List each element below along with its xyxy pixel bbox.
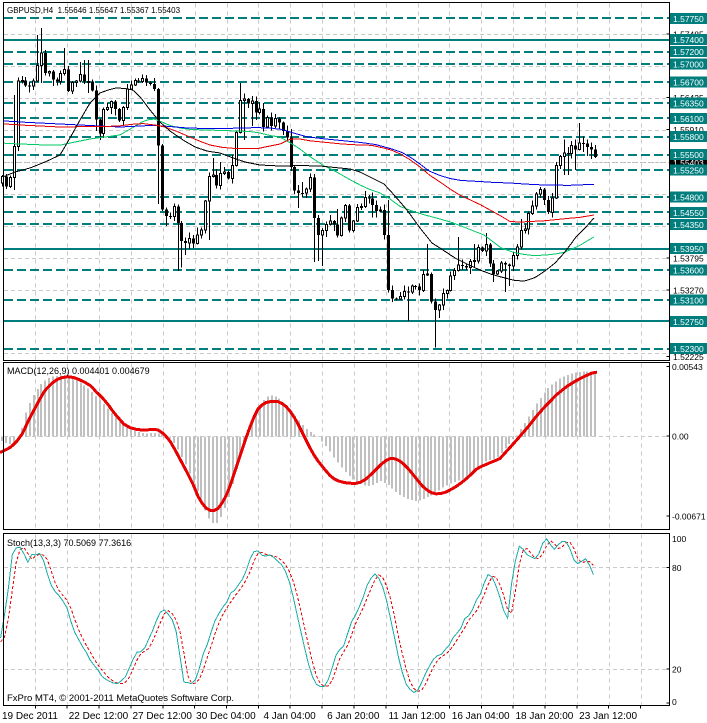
svg-text:1.56350: 1.56350: [673, 99, 704, 109]
svg-text:80: 80: [672, 563, 682, 573]
svg-text:1.53600: 1.53600: [673, 265, 704, 275]
svg-text:FxPro MT4, © 2001-2011 MetaQuo: FxPro MT4, © 2001-2011 MetaQuotes Softwa…: [7, 693, 234, 704]
svg-text:0.00: 0.00: [672, 431, 689, 441]
svg-text:1.56100: 1.56100: [673, 114, 704, 124]
svg-text:11 Jan 12:00: 11 Jan 12:00: [388, 711, 446, 722]
svg-text:1.53270: 1.53270: [673, 286, 704, 296]
svg-text:1.52300: 1.52300: [673, 344, 704, 354]
svg-text:1.54350: 1.54350: [673, 220, 704, 230]
svg-text:GBPUSD,H4 1.55646 1.55647 1.5: GBPUSD,H4 1.55646 1.55647 1.55367 1.5540…: [7, 6, 181, 15]
svg-text:1.55910: 1.55910: [673, 125, 704, 135]
svg-text:-0.00671: -0.00671: [672, 512, 706, 522]
svg-text:1.55250: 1.55250: [673, 165, 704, 175]
svg-text:1.53795: 1.53795: [673, 254, 704, 264]
svg-text:19 Dec 2011: 19 Dec 2011: [2, 711, 58, 722]
svg-text:30 Dec 04:00: 30 Dec 04:00: [196, 711, 256, 722]
svg-text:1.54800: 1.54800: [673, 193, 704, 203]
svg-text:1.53950: 1.53950: [673, 244, 704, 254]
svg-text:0: 0: [672, 697, 677, 707]
svg-text:1.57400: 1.57400: [673, 35, 704, 45]
svg-text:0.00543: 0.00543: [672, 362, 703, 372]
svg-text:16 Jan 04:00: 16 Jan 04:00: [452, 711, 510, 722]
svg-text:23 Jan 12:00: 23 Jan 12:00: [579, 711, 637, 722]
svg-text:18 Jan 20:00: 18 Jan 20:00: [515, 711, 573, 722]
svg-text:1.56700: 1.56700: [673, 78, 704, 88]
svg-text:6 Jan 20:00: 6 Jan 20:00: [327, 711, 380, 722]
svg-text:27 Dec 12:00: 27 Dec 12:00: [132, 711, 192, 722]
svg-text:22 Dec 12:00: 22 Dec 12:00: [69, 711, 129, 722]
svg-text:Stoch(13,3,3) 70.5069 77.3616: Stoch(13,3,3) 70.5069 77.3616: [7, 538, 131, 548]
svg-text:1.53100: 1.53100: [673, 296, 704, 306]
svg-text:1.52225: 1.52225: [673, 352, 704, 362]
svg-text:4 Jan 04:00: 4 Jan 04:00: [263, 711, 316, 722]
svg-text:1.57750: 1.57750: [673, 14, 704, 24]
svg-text:1.57000: 1.57000: [673, 59, 704, 69]
svg-text:1.52750: 1.52750: [673, 317, 704, 327]
svg-text:100: 100: [672, 534, 686, 544]
svg-text:1.54550: 1.54550: [673, 208, 704, 218]
svg-text:MACD(12,26,9) 0.004401 0.00467: MACD(12,26,9) 0.004401 0.004679: [7, 366, 150, 376]
svg-text:1.55500: 1.55500: [673, 150, 704, 160]
svg-text:20: 20: [672, 665, 682, 675]
svg-text:1.55800: 1.55800: [673, 132, 704, 142]
svg-text:1.57200: 1.57200: [673, 47, 704, 57]
svg-text:1.55403: 1.55403: [673, 158, 704, 168]
